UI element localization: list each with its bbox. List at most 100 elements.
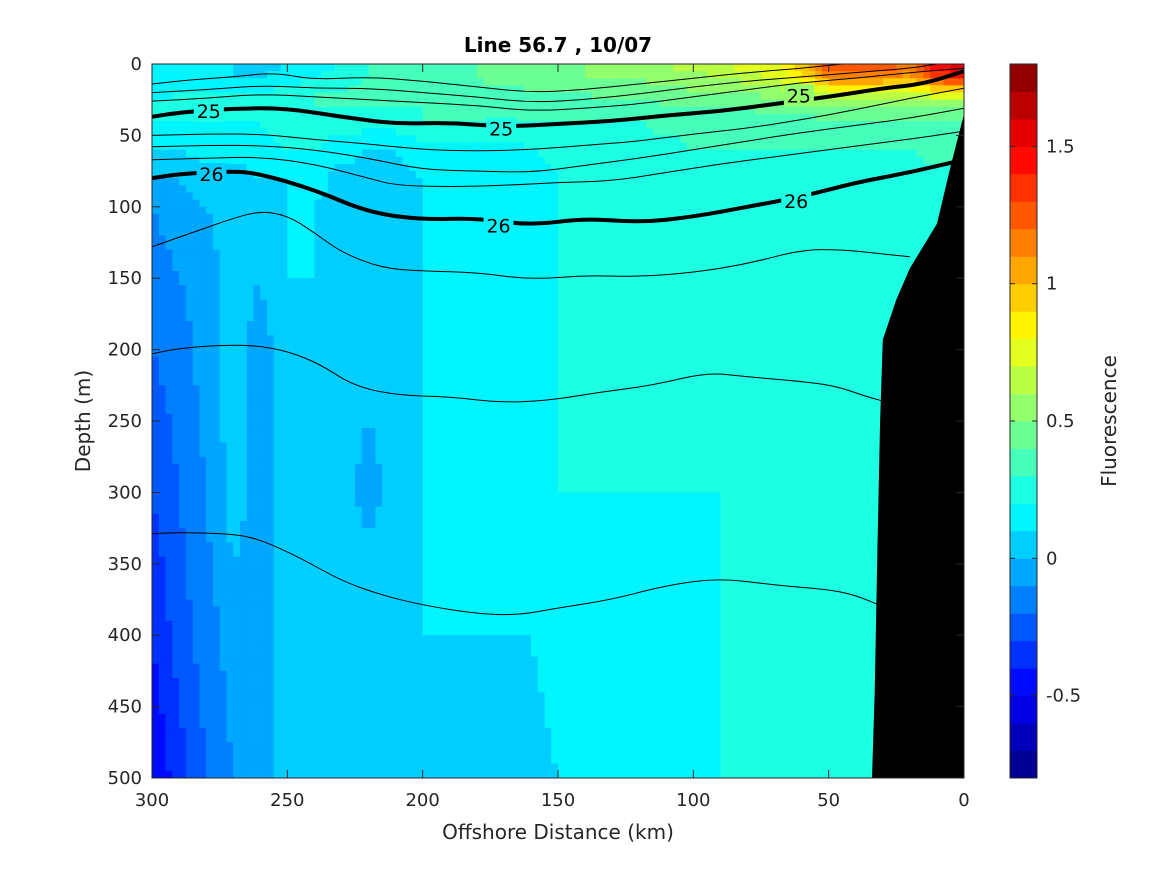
- heatmap-cell: [693, 149, 701, 158]
- heatmap-cell: [246, 192, 255, 201]
- heatmap-cell: [693, 199, 701, 208]
- heatmap-cell: [835, 213, 843, 222]
- heatmap-cell: [781, 78, 789, 87]
- heatmap-cell: [903, 85, 911, 94]
- heatmap-cell: [659, 149, 667, 158]
- heatmap-cell: [808, 306, 816, 315]
- heatmap-cell: [794, 228, 803, 236]
- heatmap-cell: [855, 106, 864, 115]
- heatmap-cell: [497, 178, 505, 186]
- heatmap-cell: [625, 249, 634, 258]
- heatmap-cell: [382, 299, 390, 308]
- heatmap-cell: [713, 64, 721, 72]
- heatmap-cell: [767, 263, 776, 272]
- heatmap-cell: [510, 156, 518, 165]
- heatmap-cell: [260, 64, 268, 72]
- heatmap-cell: [673, 228, 681, 236]
- heatmap-cell: [821, 99, 830, 108]
- heatmap-cell: [517, 278, 525, 286]
- heatmap-cell: [355, 278, 363, 286]
- heatmap-cell: [334, 106, 343, 115]
- heatmap-cell: [361, 285, 370, 294]
- heatmap-cell: [957, 113, 964, 122]
- heatmap-cell: [192, 278, 200, 286]
- heatmap-cell: [415, 342, 424, 351]
- heatmap-cell: [821, 321, 830, 329]
- heatmap-cell: [645, 163, 654, 172]
- heatmap-cell: [842, 335, 850, 344]
- heatmap-cell: [158, 256, 167, 265]
- heatmap-cell: [639, 221, 647, 229]
- heatmap-cell: [246, 235, 255, 244]
- heatmap-cell: [585, 342, 593, 351]
- heatmap-cell: [876, 299, 884, 308]
- heatmap-cell: [470, 285, 478, 294]
- heatmap-cell: [625, 242, 634, 251]
- heatmap-cell: [571, 171, 579, 179]
- heatmap-cell: [185, 121, 194, 129]
- heatmap-cell: [896, 285, 904, 294]
- heatmap-cell: [510, 206, 518, 215]
- heatmap-cell: [388, 263, 397, 272]
- heatmap-cell: [456, 263, 464, 272]
- heatmap-cell: [253, 128, 261, 136]
- heatmap-cell: [226, 171, 234, 179]
- heatmap-cell: [375, 78, 383, 87]
- heatmap-cell: [591, 128, 600, 136]
- heatmap-cell: [409, 135, 417, 144]
- heatmap-cell: [334, 71, 343, 79]
- heatmap-cell: [781, 285, 789, 294]
- heatmap-cell: [287, 113, 295, 122]
- heatmap-cell: [185, 263, 194, 272]
- heatmap-cell: [226, 192, 234, 201]
- heatmap-cell: [788, 228, 796, 236]
- heatmap-cell: [909, 128, 918, 136]
- heatmap-cell: [206, 149, 214, 158]
- heatmap-cell: [571, 271, 579, 279]
- heatmap-cell: [497, 171, 505, 179]
- heatmap-cell: [436, 206, 444, 215]
- heatmap-cell: [903, 163, 911, 172]
- heatmap-cell: [463, 313, 471, 322]
- heatmap-cell: [470, 242, 478, 251]
- heatmap-cell: [300, 256, 309, 265]
- heatmap-cell: [781, 156, 789, 165]
- heatmap-cell: [652, 306, 661, 315]
- heatmap-cell: [246, 292, 255, 301]
- heatmap-cell: [659, 221, 667, 229]
- heatmap-cell: [273, 285, 282, 294]
- heatmap-cell: [395, 199, 403, 208]
- heatmap-cell: [551, 285, 559, 294]
- heatmap-cell: [456, 106, 464, 115]
- heatmap-cell: [490, 263, 498, 272]
- heatmap-cell: [382, 71, 390, 79]
- heatmap-cell: [314, 128, 322, 136]
- heatmap-cell: [551, 85, 559, 94]
- heatmap-cell: [172, 285, 180, 294]
- heatmap-cell: [821, 256, 830, 265]
- heatmap-cell: [497, 335, 505, 344]
- heatmap-cell: [158, 221, 167, 229]
- heatmap-cell: [686, 263, 694, 272]
- heatmap-cell: [862, 342, 870, 351]
- heatmap-cell: [524, 335, 532, 344]
- heatmap-cell: [321, 213, 329, 222]
- heatmap-cell: [808, 221, 816, 229]
- heatmap-cell: [876, 206, 884, 215]
- heatmap-cell: [713, 263, 721, 272]
- heatmap-cell: [395, 242, 403, 251]
- heatmap-cell: [747, 292, 755, 301]
- heatmap-cell: [497, 185, 505, 194]
- heatmap-cell: [294, 171, 302, 179]
- heatmap-cell: [212, 121, 221, 129]
- heatmap-cell: [808, 199, 816, 208]
- heatmap-cell: [341, 335, 349, 344]
- heatmap-cell: [727, 228, 735, 236]
- heatmap-cell: [314, 199, 322, 208]
- heatmap-cell: [788, 78, 796, 87]
- heatmap-cell: [618, 199, 627, 208]
- heatmap-cell: [598, 249, 606, 258]
- heatmap-cell: [923, 121, 931, 129]
- heatmap-cell: [294, 292, 302, 301]
- heatmap-cell: [449, 285, 458, 294]
